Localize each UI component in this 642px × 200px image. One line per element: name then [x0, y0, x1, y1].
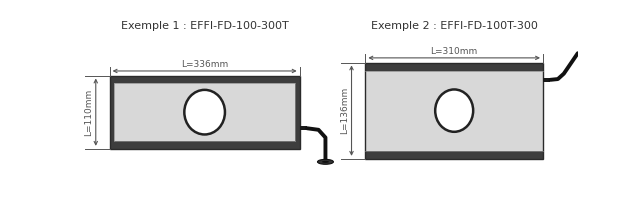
Text: Exemple 1 : EFFI-FD-100-300T: Exemple 1 : EFFI-FD-100-300T: [121, 21, 288, 31]
Bar: [110, 83, 114, 141]
Text: Exemple 2 : EFFI-FD-100T-300: Exemple 2 : EFFI-FD-100T-300: [370, 21, 537, 31]
Text: L=310mm: L=310mm: [431, 47, 478, 56]
Bar: [110, 76, 300, 83]
Text: L=136mm: L=136mm: [340, 87, 349, 134]
Bar: [110, 141, 300, 149]
FancyBboxPatch shape: [594, 51, 601, 55]
Bar: [365, 62, 543, 159]
Ellipse shape: [184, 90, 225, 134]
Ellipse shape: [435, 89, 473, 132]
Text: L=110mm: L=110mm: [84, 89, 93, 136]
FancyBboxPatch shape: [591, 50, 614, 56]
Bar: [365, 62, 543, 159]
Bar: [300, 126, 307, 130]
Bar: [365, 62, 543, 71]
Circle shape: [322, 161, 329, 163]
Bar: [543, 78, 550, 82]
Text: L=336mm: L=336mm: [181, 60, 229, 69]
Bar: [110, 76, 300, 149]
Bar: [110, 76, 300, 149]
Bar: [295, 83, 300, 141]
Circle shape: [318, 159, 333, 164]
Bar: [365, 151, 543, 159]
